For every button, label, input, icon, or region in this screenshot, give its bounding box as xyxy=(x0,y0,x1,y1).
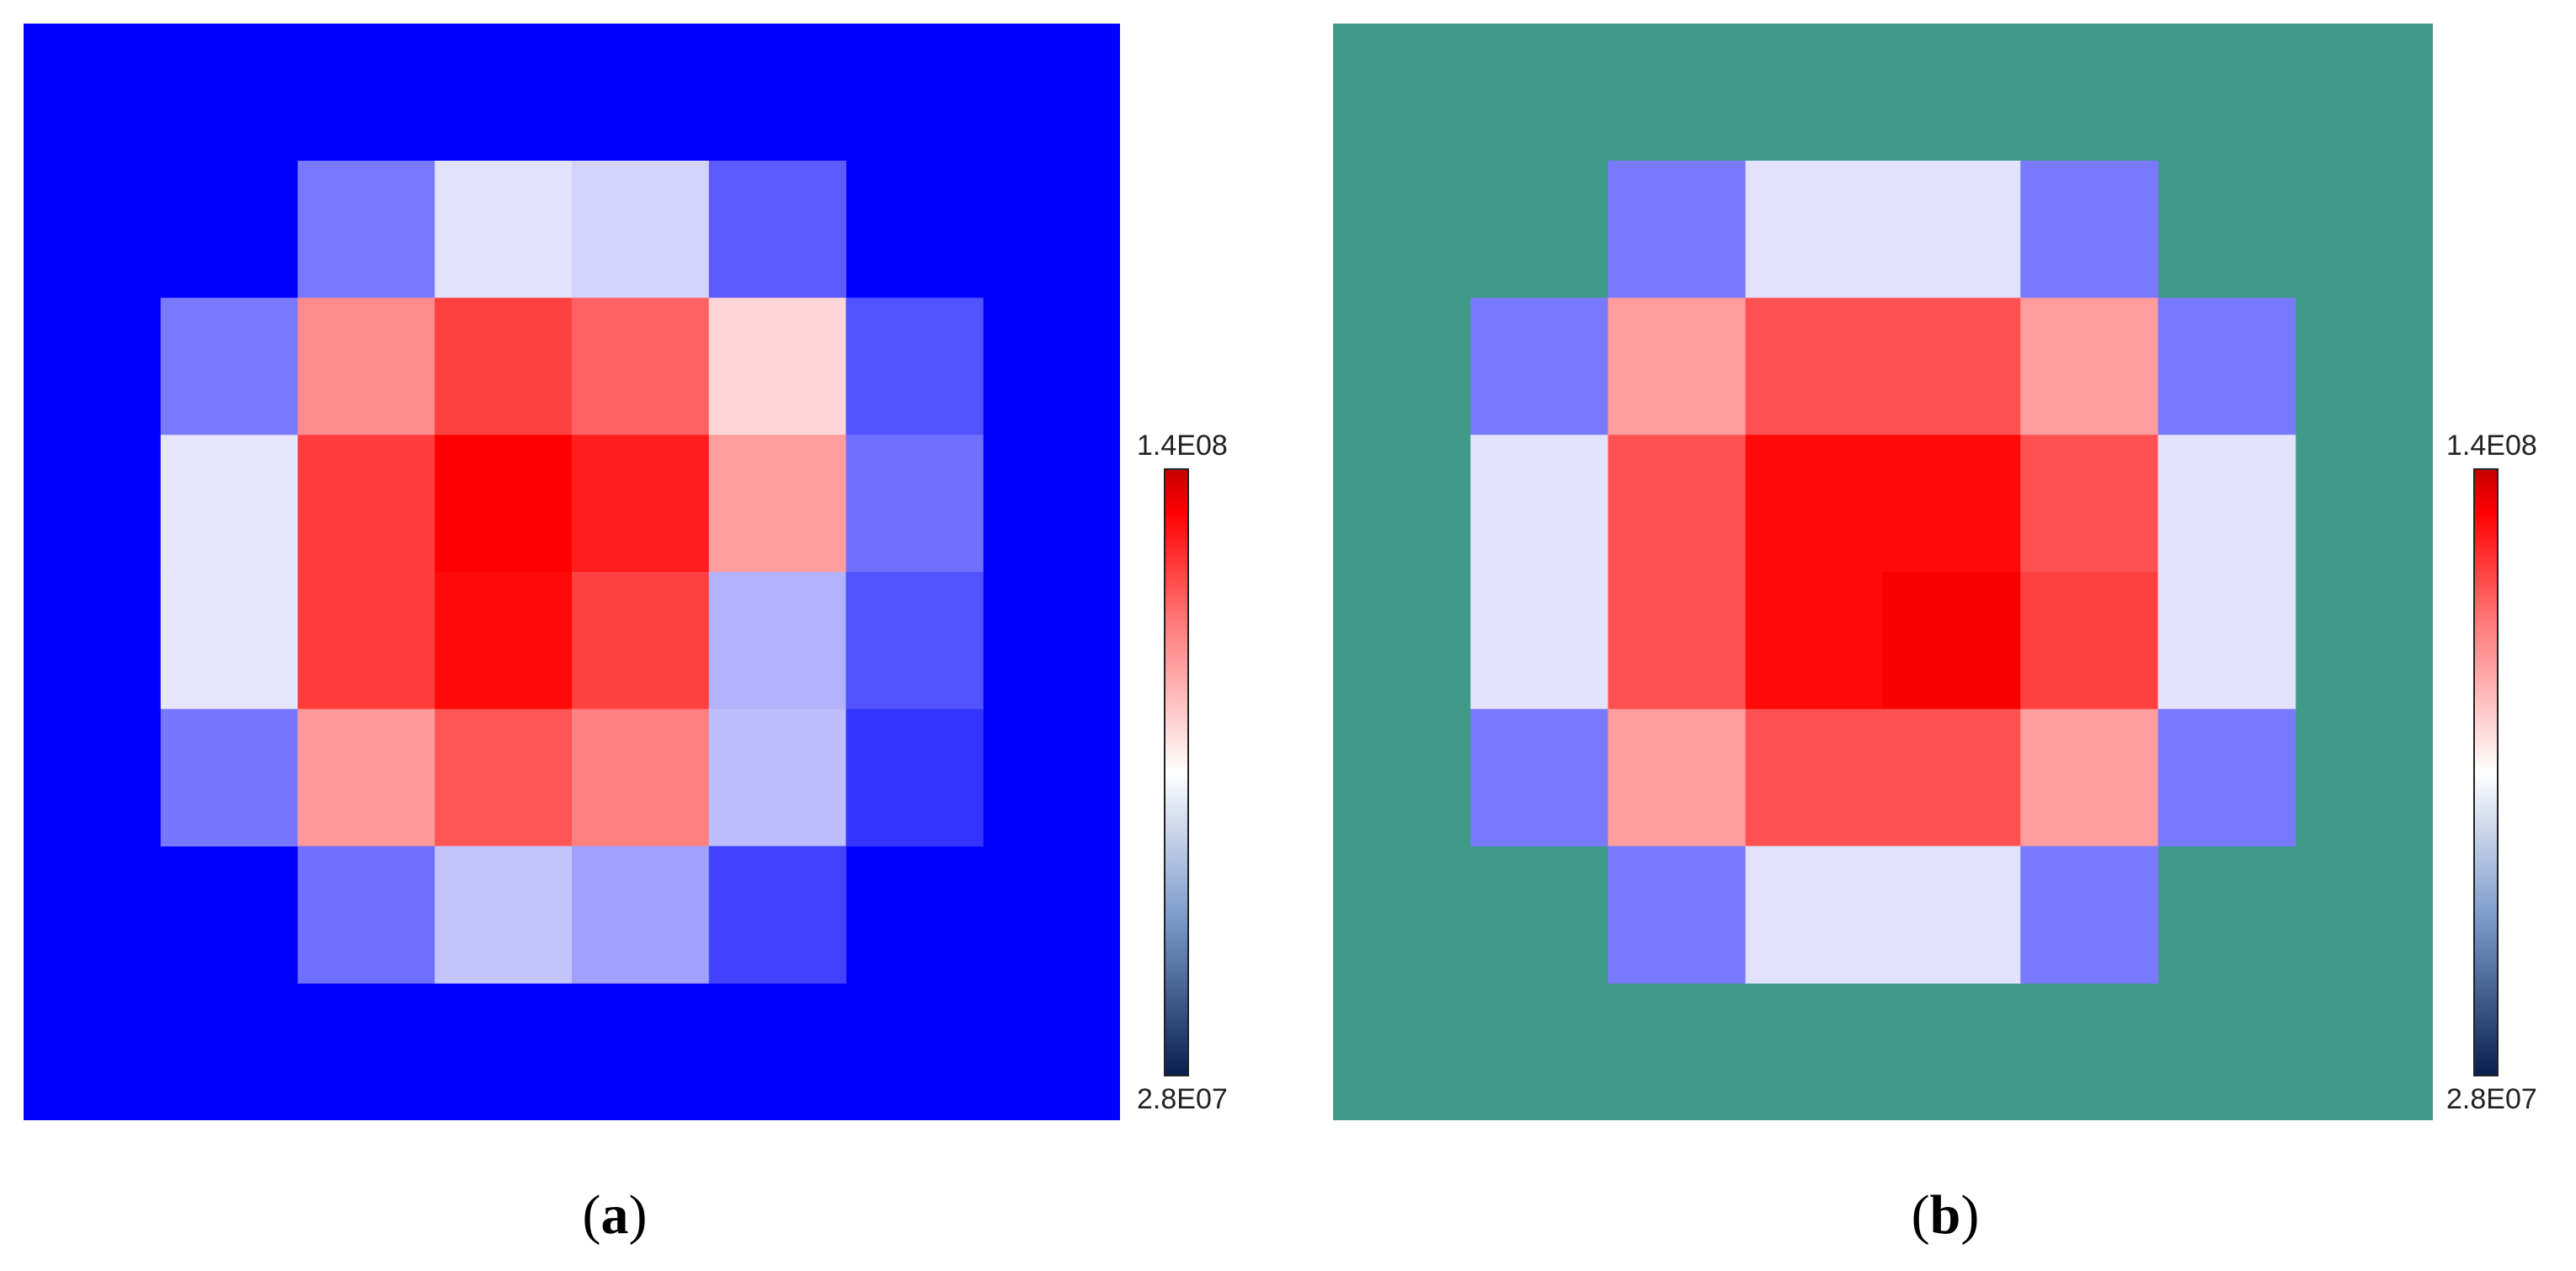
panel-caption-b: (b) xyxy=(1911,1184,1980,1246)
heatmap-cell-r3-c2 xyxy=(297,435,435,573)
colorbar-max-label: 1.4E08 xyxy=(1137,430,1228,462)
colorbar-gradient xyxy=(1164,468,1189,1076)
heatmap-cell-r3-c4 xyxy=(572,435,710,573)
panel-caption-a: (a) xyxy=(582,1184,648,1246)
heatmap-cell-r2-c3 xyxy=(1745,297,1884,435)
heatmap-cell-r5-c4 xyxy=(572,708,710,846)
heatmap-cell-r5-c6 xyxy=(845,708,984,846)
heatmap-cell-r4-c5 xyxy=(2020,572,2158,710)
heatmap-cell-r6-c5 xyxy=(2020,846,2158,984)
colorbar-gradient xyxy=(2473,468,2499,1076)
heatmap-cell-r4-c2 xyxy=(297,572,435,710)
heatmap-cell-r3-c1 xyxy=(1470,435,1608,573)
heatmap-cell-r3-c3 xyxy=(1745,435,1884,573)
heatmap-cell-r4-c4 xyxy=(572,572,710,710)
heatmap-cell-r6-c3 xyxy=(1745,846,1884,984)
heatmap-cell-r5-c4 xyxy=(1883,708,2021,846)
colorbar-a: 1.4E08 2.8E07 xyxy=(1137,430,1246,1120)
heatmap-a xyxy=(24,24,1120,1120)
heatmap-cell-r3-c2 xyxy=(1608,435,1747,573)
heatmap-cell-r3-c5 xyxy=(2020,435,2158,573)
heatmap-cell-r2-c1 xyxy=(1470,297,1608,435)
heatmap-cell-r5-c2 xyxy=(297,708,435,846)
heatmap-cell-r2-c5 xyxy=(2020,297,2158,435)
heatmap-cell-r1-c4 xyxy=(572,160,710,298)
heatmap-cell-r4-c2 xyxy=(1608,572,1747,710)
heatmap-cell-r5-c3 xyxy=(435,708,573,846)
heatmap-cell-r2-c1 xyxy=(160,297,298,435)
heatmap-cell-r6-c3 xyxy=(435,846,573,984)
colorbar-min-label: 2.8E07 xyxy=(1137,1083,1228,1115)
heatmap-cell-r1-c5 xyxy=(708,160,846,298)
heatmap-cell-r2-c2 xyxy=(297,297,435,435)
colorbar-b: 1.4E08 2.8E07 xyxy=(2446,430,2556,1120)
heatmap-cell-r6-c4 xyxy=(572,846,710,984)
heatmap-cell-r5-c2 xyxy=(1608,708,1747,846)
heatmap-cell-r1-c2 xyxy=(297,160,435,298)
colorbar-max-label: 1.4E08 xyxy=(2446,430,2537,462)
heatmap-cell-r1-c3 xyxy=(1745,160,1884,298)
heatmap-cell-r3-c6 xyxy=(2157,435,2296,573)
heatmap-cell-r2-c6 xyxy=(2157,297,2296,435)
heatmap-cell-r5-c1 xyxy=(1470,708,1608,846)
heatmap-cell-r3-c3 xyxy=(435,435,573,573)
heatmap-cell-r4-c1 xyxy=(1470,572,1608,710)
heatmap-cell-r3-c5 xyxy=(708,435,846,573)
heatmap-cell-r5-c3 xyxy=(1745,708,1884,846)
heatmap-cell-r4-c3 xyxy=(1745,572,1884,710)
heatmap-b xyxy=(1333,24,2433,1120)
heatmap-cell-r2-c5 xyxy=(708,297,846,435)
heatmap-cell-r5-c5 xyxy=(708,708,846,846)
heatmap-cell-r6-c2 xyxy=(297,846,435,984)
heatmap-cell-r3-c4 xyxy=(1883,435,2021,573)
heatmap-cell-r6-c5 xyxy=(708,846,846,984)
heatmap-cell-r4-c4 xyxy=(1883,572,2021,710)
heatmap-cell-r1-c3 xyxy=(435,160,573,298)
heatmap-cell-r2-c4 xyxy=(572,297,710,435)
heatmap-cell-r4-c5 xyxy=(708,572,846,710)
heatmap-cell-r2-c4 xyxy=(1883,297,2021,435)
heatmap-cell-r5-c1 xyxy=(160,708,298,846)
heatmap-cell-r4-c1 xyxy=(160,572,298,710)
heatmap-cell-r4-c6 xyxy=(2157,572,2296,710)
heatmap-cell-r2-c6 xyxy=(845,297,984,435)
heatmap-cell-r2-c3 xyxy=(435,297,573,435)
colorbar-min-label: 2.8E07 xyxy=(2446,1083,2537,1115)
heatmap-cell-r1-c2 xyxy=(1608,160,1747,298)
heatmap-cell-r4-c3 xyxy=(435,572,573,710)
heatmap-cell-r1-c5 xyxy=(2020,160,2158,298)
heatmap-cell-r6-c2 xyxy=(1608,846,1747,984)
heatmap-cell-r1-c4 xyxy=(1883,160,2021,298)
heatmap-cell-r2-c2 xyxy=(1608,297,1747,435)
heatmap-cell-r3-c1 xyxy=(160,435,298,573)
heatmap-cell-r5-c6 xyxy=(2157,708,2296,846)
heatmap-cell-r3-c6 xyxy=(845,435,984,573)
heatmap-cell-r6-c4 xyxy=(1883,846,2021,984)
heatmap-cell-r4-c6 xyxy=(845,572,984,710)
heatmap-cell-r5-c5 xyxy=(2020,708,2158,846)
